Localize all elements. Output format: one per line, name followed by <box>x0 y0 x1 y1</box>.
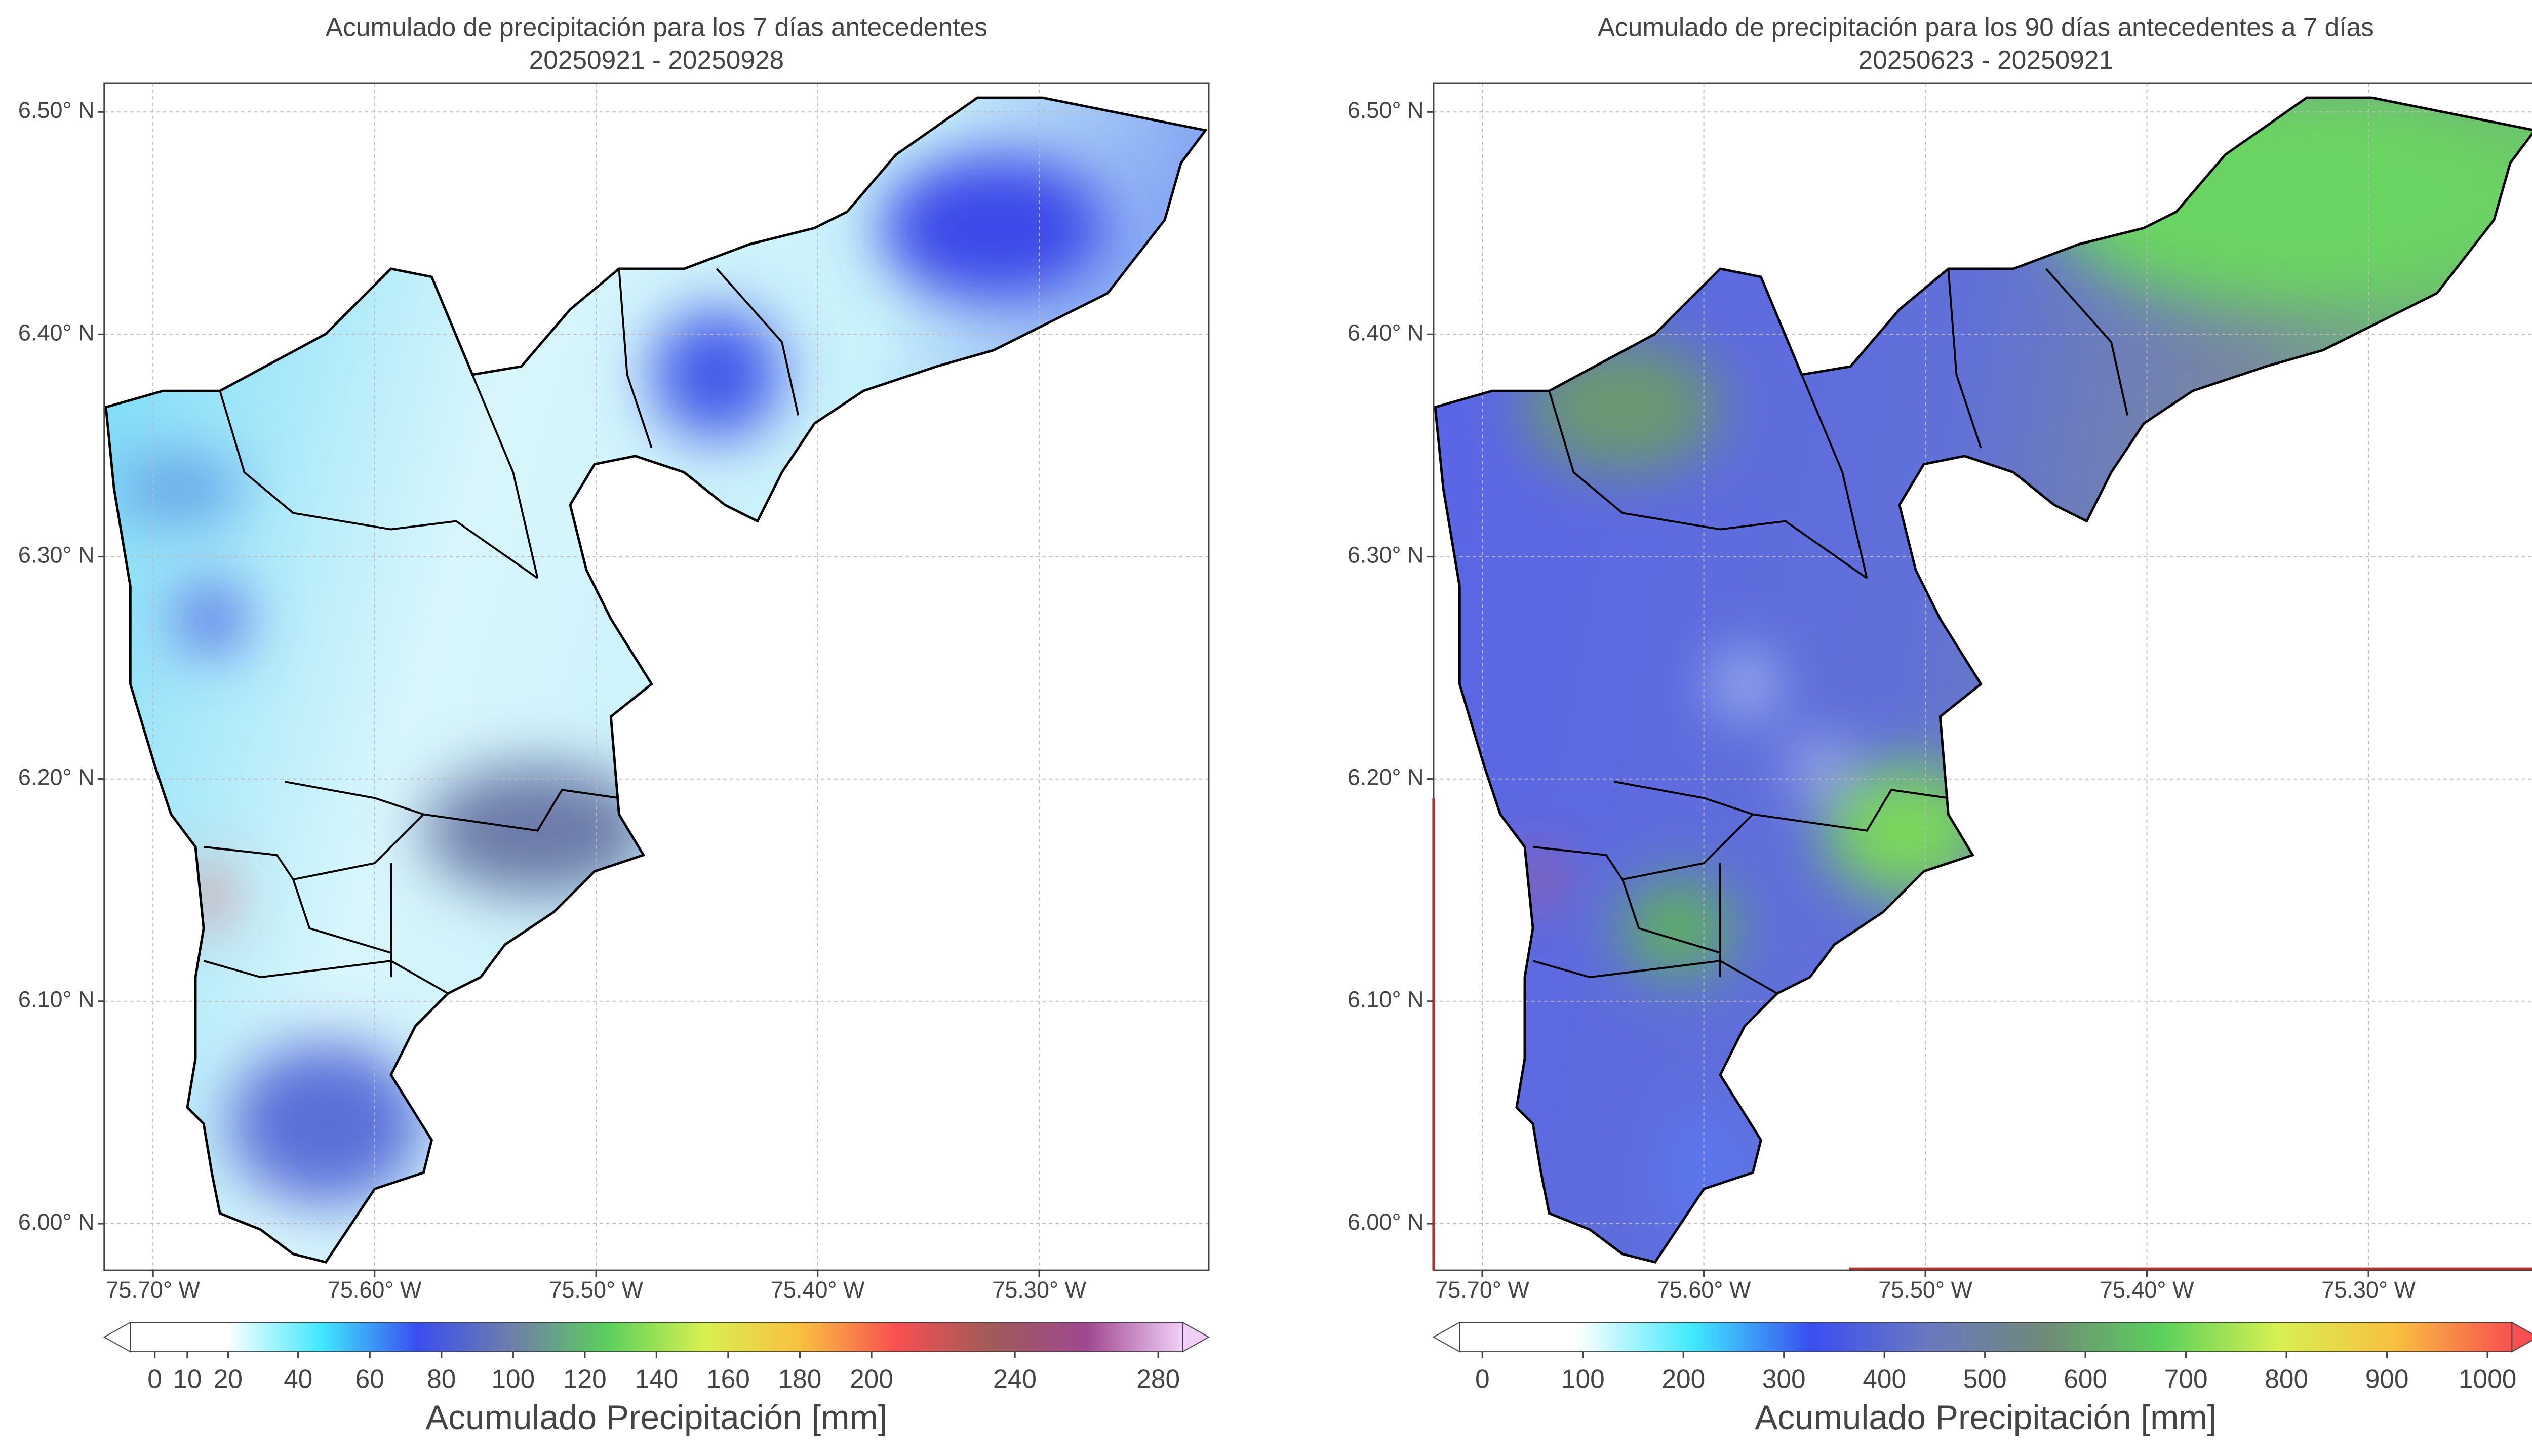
colorbar-tick-label: 20 <box>214 1364 243 1394</box>
subbasin-boundary <box>285 781 619 832</box>
precip-field <box>106 98 1206 1263</box>
colorbar-tick-label: 400 <box>1863 1364 1906 1394</box>
y-tick-label: 6.20° N <box>18 764 95 790</box>
y-tick-label: 6.40° N <box>1348 319 1424 345</box>
x-tick-label: 75.50° W <box>549 1277 643 1303</box>
field-blob <box>1824 765 1988 896</box>
colorbar-tick-label: 80 <box>427 1364 456 1394</box>
x-tick-label: 75.40° W <box>2100 1277 2194 1303</box>
colorbar-tick-label: 200 <box>850 1364 893 1394</box>
colorbar-extend <box>2511 1321 2532 1353</box>
subbasin-boundary <box>203 960 449 995</box>
subbasin-boundary <box>292 879 391 954</box>
colorbar-label: Acumulado Precipitación [mm] <box>425 1399 887 1437</box>
colorbar-tick-label: 900 <box>2365 1364 2409 1394</box>
colorbar-tick-label: 10 <box>173 1364 202 1394</box>
y-tick-label: 6.40° N <box>18 319 95 345</box>
y-tick-label: 6.20° N <box>1348 764 1424 790</box>
colorbar-tick-label: 120 <box>563 1364 607 1394</box>
field-blob <box>1620 879 1735 978</box>
colorbar-tick-label: 700 <box>2164 1364 2208 1394</box>
field-blobs <box>114 154 1108 1205</box>
x-tick-label: 75.70° W <box>106 1277 200 1303</box>
x-tick-label: 75.30° W <box>2321 1277 2416 1303</box>
colorbar <box>1459 1322 2513 1353</box>
colorbar-extend <box>1432 1321 1460 1353</box>
y-tick-label: 6.50° N <box>18 97 95 123</box>
field-blob <box>1524 855 1551 904</box>
x-tick-label: 75.60° W <box>328 1277 422 1303</box>
field-blob <box>1798 746 1838 785</box>
x-tick-label: 75.70° W <box>1435 1277 1529 1303</box>
y-tick-label: 6.30° N <box>1348 542 1424 568</box>
subbasin-boundary <box>1801 374 1868 579</box>
field-blob <box>651 309 782 440</box>
y-tick-label: 6.00° N <box>1348 1209 1424 1235</box>
map-panel: Acumulado de precipitación para los 7 dí… <box>18 13 1210 1437</box>
map-title: Acumulado de precipitación para los 90 d… <box>1598 13 2374 42</box>
field-blob <box>114 456 245 521</box>
subbasin-boundary <box>716 268 800 416</box>
colorbar-tick-label: 100 <box>1561 1364 1605 1394</box>
x-tick-label: 75.30° W <box>992 1277 1086 1303</box>
colorbar-tick-label: 140 <box>635 1364 678 1394</box>
colorbar-tick-label: 600 <box>2064 1364 2107 1394</box>
y-tick-label: 6.50° N <box>1348 97 1424 123</box>
subbasin-boundary <box>1947 268 1982 449</box>
colorbar-tick-label: 0 <box>147 1364 162 1394</box>
x-tick-label: 75.40° W <box>771 1277 865 1303</box>
map-title: Acumulado de precipitación para los 7 dí… <box>326 13 987 42</box>
y-tick-label: 6.10° N <box>18 987 95 1013</box>
colorbar-tick-label: 500 <box>1963 1364 2007 1394</box>
field-blob <box>880 154 1108 302</box>
colorbar-extend <box>1182 1321 1210 1353</box>
subbasin-boundary <box>219 390 538 579</box>
colorbar-tick-label: 160 <box>706 1364 750 1394</box>
y-tick-label: 6.30° N <box>18 542 95 568</box>
x-tick-label: 75.60° W <box>1657 1277 1751 1303</box>
colorbar-extend <box>103 1321 131 1353</box>
y-tick-label: 6.10° N <box>1348 987 1424 1013</box>
colorbar-tick-label: 240 <box>993 1364 1037 1394</box>
subbasin-boundary <box>618 268 653 449</box>
colorbar-tick-label: 60 <box>355 1364 384 1394</box>
colorbar <box>130 1322 1183 1353</box>
colorbar-label: Acumulado Precipitación [mm] <box>1755 1399 2217 1437</box>
field-blob <box>1720 659 1769 709</box>
map-panel: Acumulado de precipitación para los 90 d… <box>1348 13 2532 1437</box>
basin-outline <box>1434 96 2532 1264</box>
colorbar-tick-label: 180 <box>778 1364 822 1394</box>
colorbar-tick-label: 100 <box>491 1364 535 1394</box>
axes-frame <box>103 82 1210 1271</box>
colorbar-tick-label: 0 <box>1475 1364 1490 1394</box>
colorbar-tick-label: 1000 <box>2459 1364 2516 1394</box>
axes-frame <box>1433 82 2532 1271</box>
subbasin-boundary <box>1614 781 1949 832</box>
subbasin-boundary <box>2045 268 2129 416</box>
subbasin-boundary <box>471 374 539 579</box>
precip-field <box>1435 98 2532 1263</box>
subbasin-boundary <box>1621 879 1721 954</box>
y-tick-label: 6.00° N <box>18 1209 95 1235</box>
colorbar-tick-label: 40 <box>284 1364 312 1394</box>
colorbar-tick-label: 280 <box>1136 1364 1180 1394</box>
x-tick-label: 75.50° W <box>1878 1277 1972 1303</box>
field-blob <box>179 586 245 652</box>
subbasin-boundary <box>1532 960 1778 995</box>
colorbar-tick-label: 800 <box>2265 1364 2308 1394</box>
map-subtitle: 20250623 - 20250921 <box>1858 45 2114 74</box>
colorbar-tick-label: 300 <box>1762 1364 1806 1394</box>
colorbar-tick-label: 200 <box>1661 1364 1705 1394</box>
map-subtitle: 20250921 - 20250928 <box>529 45 784 74</box>
subbasin-boundary <box>1548 390 1868 579</box>
basin-outline <box>104 96 1208 1264</box>
